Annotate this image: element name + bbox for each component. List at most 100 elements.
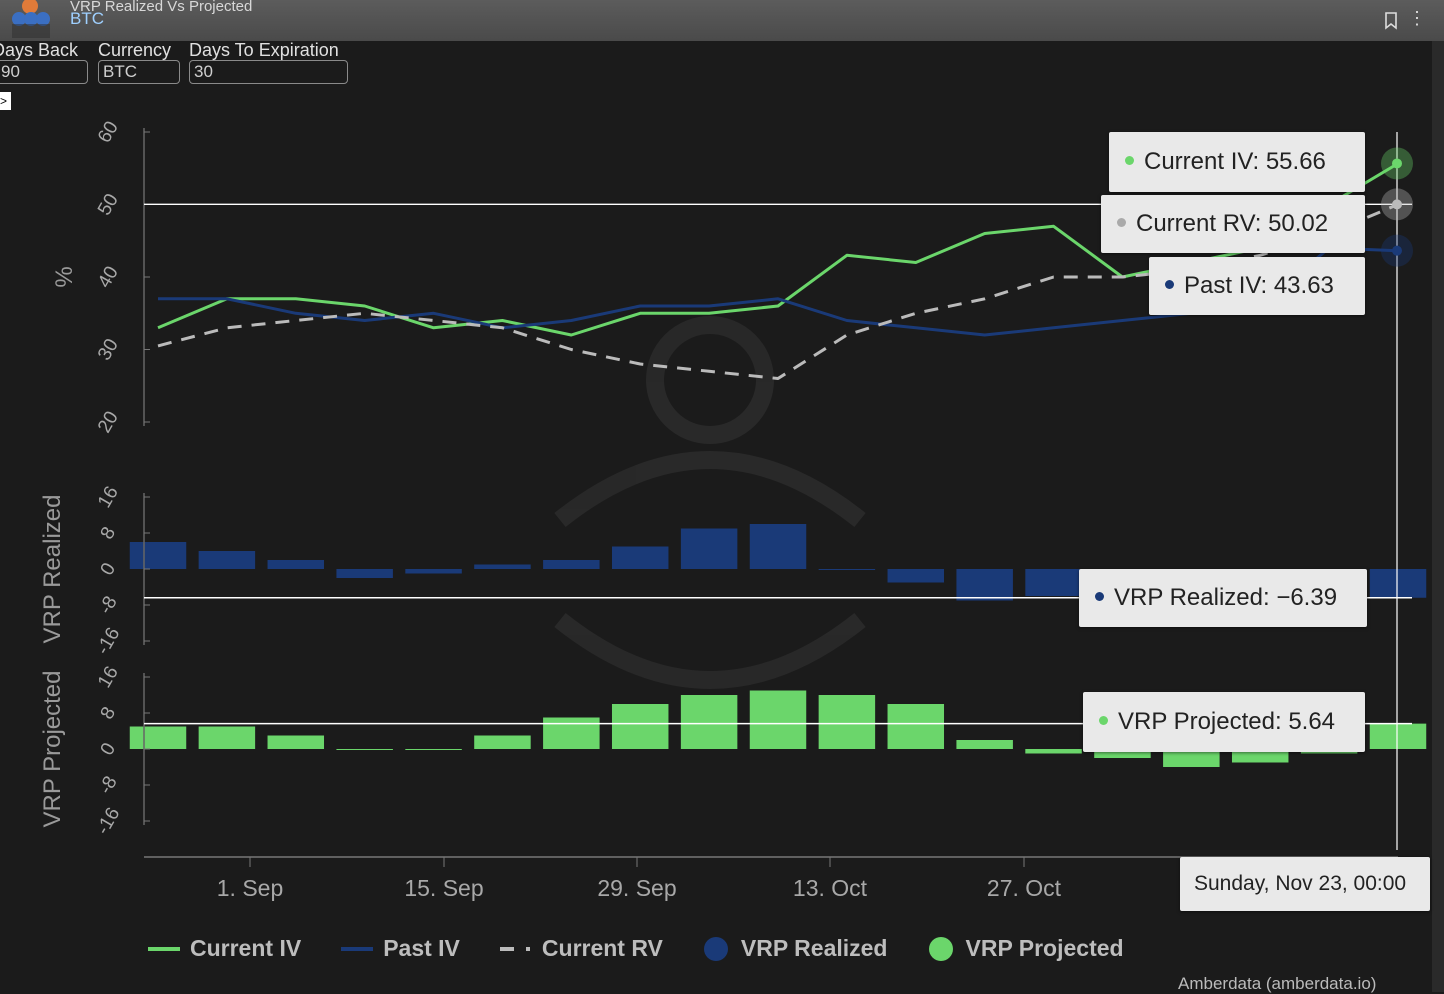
legend-item-vrp-realized[interactable]: VRP Realized: [703, 935, 888, 962]
days-to-expiration-label: Days To Expiration: [189, 40, 339, 60]
bar-vrp-projected: [1369, 723, 1427, 749]
app-subtitle: BTC: [70, 9, 104, 28]
x-tick-label: 1. Sep: [217, 875, 284, 901]
bar-vrp-projected: [543, 717, 600, 749]
current-rv-value: 50.02: [1268, 210, 1329, 237]
current-rv-dot-icon: [1117, 218, 1126, 228]
bar-vrp-projected: [336, 749, 393, 750]
tooltip-vrp-realized: VRP Realized: −6.39: [1079, 569, 1367, 627]
y-tick-label: -8: [95, 593, 122, 618]
y-tick-label: 0: [97, 739, 120, 759]
hover-point-marker: [1392, 158, 1402, 169]
y-tick-label: 16: [94, 663, 123, 692]
dot-marker-icon: [928, 936, 953, 961]
bar-vrp-realized: [680, 528, 738, 569]
legend-item-current-rv[interactable]: Current RV: [499, 935, 663, 962]
currency-input[interactable]: [98, 60, 180, 84]
bar-vrp-realized: [129, 542, 187, 569]
current-iv-value: 55.66: [1265, 148, 1326, 175]
bar-vrp-projected: [474, 735, 531, 749]
vrp-projected-value: 5.64: [1288, 708, 1336, 735]
tooltip-date: Sunday, Nov 23, 00:00: [1180, 857, 1430, 911]
bar-vrp-projected: [129, 726, 187, 749]
days-back-label: Days Back: [0, 40, 79, 60]
x-tick-label: 27. Oct: [987, 875, 1062, 901]
hover-point-marker: [1392, 245, 1402, 256]
bar-vrp-realized: [543, 560, 600, 569]
line-marker-icon: [341, 946, 374, 951]
y-axis-title: %: [51, 266, 78, 287]
bar-vrp-projected: [1025, 749, 1082, 754]
more-vertical-icon[interactable]: ⋮: [1408, 8, 1426, 28]
y-tick-label: -16: [92, 804, 124, 838]
bar-vrp-projected: [1231, 749, 1289, 763]
tooltip-current-rv: Current RV: 50.02: [1101, 195, 1365, 253]
vrp-realized-dot-icon: [1095, 592, 1104, 602]
bar-vrp-projected: [1163, 749, 1220, 767]
scrollbar-track[interactable]: [1432, 41, 1444, 992]
y-tick-label: 8: [97, 703, 120, 723]
y-tick-label: 50: [94, 190, 123, 219]
line-marker-icon: [148, 946, 180, 951]
bar-vrp-realized: [749, 524, 807, 569]
bar-vrp-projected: [267, 735, 325, 749]
currency-label: Currency: [98, 40, 172, 60]
bar-vrp-realized: [267, 560, 325, 569]
bookmark-icon[interactable]: [1382, 10, 1400, 32]
x-tick-label: 29. Sep: [597, 875, 676, 901]
legend-item-past-iv[interactable]: Past IV: [341, 935, 460, 962]
x-tick-label: 15. Sep: [404, 875, 483, 901]
title-bar: VRP Realized Vs Projected BTC ⋮: [0, 0, 1444, 41]
dash-marker-icon: [499, 946, 532, 951]
vrp-projected-dot-icon: [1099, 716, 1108, 726]
bar-vrp-realized: [474, 564, 531, 569]
tooltip-past-iv: Past IV: 43.63: [1149, 257, 1365, 315]
hover-point-marker: [1392, 199, 1402, 210]
y-axis-title: VRP Realized: [39, 495, 66, 644]
vrp-realized-value: −6.39: [1276, 584, 1338, 611]
bar-vrp-realized: [887, 569, 945, 583]
y-axis-title: VRP Projected: [39, 671, 66, 828]
credit-link[interactable]: Amberdata (amberdata.io): [1178, 974, 1377, 993]
x-tick-label: 13. Oct: [793, 875, 868, 901]
app-title: VRP Realized Vs Projected: [70, 0, 253, 15]
bar-vrp-realized: [611, 546, 669, 569]
y-tick-label: 20: [94, 408, 123, 437]
y-tick-label: 60: [94, 118, 123, 147]
y-tick-label: 0: [97, 559, 120, 579]
y-tick-label: 16: [94, 483, 123, 512]
tooltip-vrp-projected: VRP Projected: 5.64: [1083, 692, 1365, 752]
y-tick-label: -16: [92, 624, 124, 658]
y-tick-label: -8: [95, 773, 122, 798]
amberdata-logo-icon: [12, 0, 50, 38]
bar-vrp-projected: [887, 704, 945, 749]
legend-item-vrp-projected[interactable]: VRP Projected: [928, 935, 1124, 962]
y-tick-label: 8: [97, 523, 120, 543]
expand-toggle[interactable]: >: [0, 92, 11, 110]
days-back-input[interactable]: [0, 60, 88, 84]
bar-vrp-projected: [956, 740, 1013, 749]
days-to-expiration-input[interactable]: [189, 60, 348, 84]
bar-vrp-realized: [956, 569, 1013, 601]
bar-vrp-realized: [336, 569, 393, 578]
bar-vrp-realized: [818, 569, 876, 570]
bar-vrp-projected: [749, 690, 807, 749]
bar-vrp-projected: [1094, 749, 1151, 758]
bar-vrp-projected: [611, 704, 669, 749]
bar-vrp-projected: [680, 695, 738, 749]
tooltip-current-iv: Current IV: 55.66: [1109, 132, 1365, 192]
bar-vrp-realized: [198, 551, 256, 569]
bar-vrp-realized: [405, 569, 462, 574]
bar-vrp-projected: [405, 749, 462, 750]
legend-item-current-iv[interactable]: Current IV: [148, 935, 301, 962]
current-iv-dot-icon: [1125, 156, 1134, 166]
chart-legend: Current IV Past IV Current RV VRP Realiz…: [148, 935, 1164, 962]
past-iv-dot-icon: [1165, 280, 1174, 290]
dot-marker-icon: [703, 936, 728, 961]
bar-vrp-realized: [1369, 569, 1427, 598]
bar-vrp-projected: [818, 695, 876, 749]
past-iv-value: 43.63: [1273, 272, 1334, 299]
bar-vrp-realized: [1025, 569, 1082, 596]
y-tick-label: 30: [94, 335, 123, 364]
bar-vrp-projected: [198, 726, 256, 749]
